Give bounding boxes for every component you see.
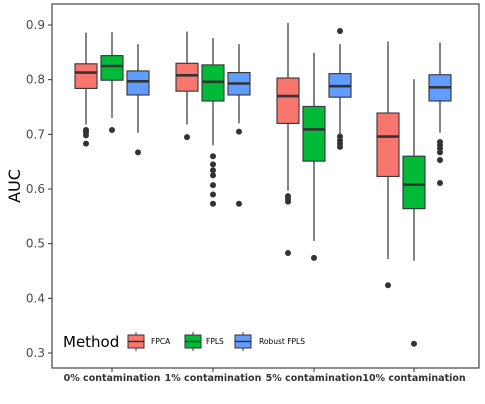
box-iqr [100,55,124,81]
outlier-point [184,134,190,141]
outlier-point [236,128,242,135]
legend-key-fpls: FPLS [184,332,224,351]
box-iqr [74,63,98,89]
outlier-point [337,28,343,35]
outlier-point [210,153,216,160]
boxplot-fpca-1 [175,31,199,141]
outlier-point [311,254,317,261]
boxplot-fpca-0 [74,32,98,147]
x-axis: 0% contamination 1% contamination 5% conta… [64,368,466,384]
outlier-point [210,200,216,207]
y-tick-label: 0.5 [26,237,45,251]
outlier-point [285,198,291,205]
boxplot-fpls-3 [402,79,426,347]
box-iqr [175,62,199,92]
outlier-point [437,157,443,164]
outlier-point [337,143,343,150]
legend-key-fpca: FPCA [127,332,171,351]
boxplot-robust-fpls-2 [328,28,352,150]
boxplot-fpls-1 [201,38,225,207]
x-tick-label: 1% contamination [165,373,262,384]
boxplot-fpls-0 [100,32,124,133]
boxplot-robust-fpls-0 [126,44,150,156]
outlier-point [437,179,443,186]
legend-label: Robust FPLS [259,337,305,346]
outlier-point [210,161,216,168]
outlier-point [437,149,443,156]
y-tick-label: 0.6 [26,182,45,196]
box-iqr [402,155,426,210]
outlier-point [210,172,216,179]
x-tick-label: 10% contamination [362,373,466,384]
y-tick-label: 0.9 [26,18,45,32]
boxplot-robust-fpls-1 [227,44,251,207]
boxplot-robust-fpls-3 [428,42,452,186]
y-tick-label: 0.3 [26,346,45,360]
legend: Method FPCA FPLS Robust FPLS [63,332,305,351]
outlier-point [83,140,89,147]
x-tick-label: 0% contamination [64,373,161,384]
y-axis: 0.3 0.4 0.5 0.6 0.7 0.8 0.9 [26,18,52,360]
legend-key-robust-fpls: Robust FPLS [234,332,305,351]
box-group [74,22,452,347]
outlier-point [135,149,141,156]
box-iqr [276,77,300,124]
outlier-point [236,200,242,207]
y-tick-label: 0.8 [26,73,45,87]
outlier-point [285,249,291,256]
y-tick-label: 0.4 [26,291,45,305]
box-iqr [126,70,150,96]
outlier-point [385,282,391,289]
legend-label: FPLS [206,337,224,346]
x-tick-label: 5% contamination [266,373,363,384]
outlier-point [109,126,115,133]
legend-label: FPCA [151,337,171,346]
box-iqr [302,105,326,162]
y-axis-title: AUC [5,169,24,203]
outlier-point [210,167,216,174]
legend-title: Method [63,333,119,351]
outlier-point [411,340,417,347]
boxplot-fpca-2 [276,22,300,256]
y-tick-label: 0.7 [26,127,45,141]
outlier-point [210,182,216,189]
outlier-point [210,191,216,198]
boxplot-fpls-2 [302,52,326,261]
boxplot-fpca-3 [376,41,400,289]
box-iqr [376,112,400,177]
outlier-point [83,132,89,139]
